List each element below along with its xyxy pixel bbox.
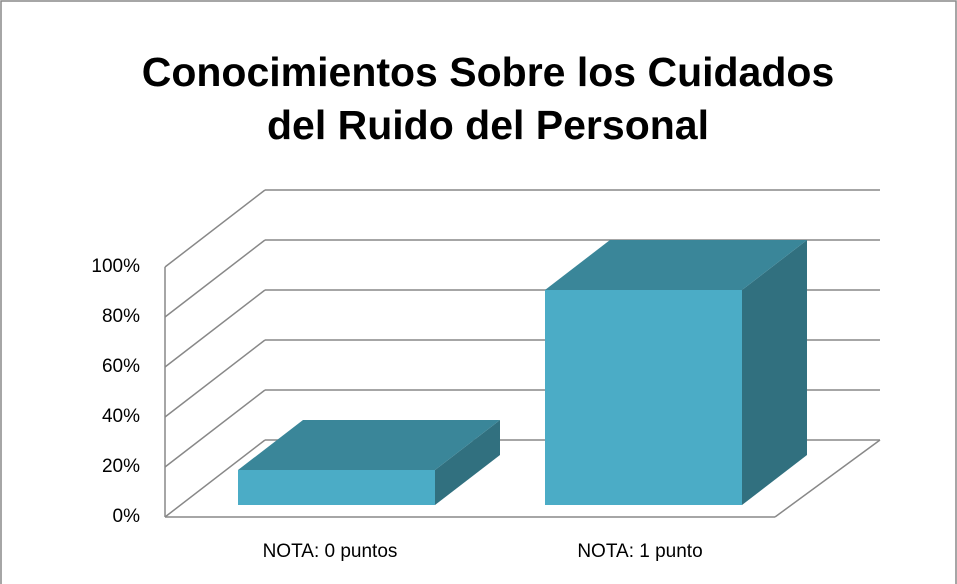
bar [238, 420, 500, 505]
bar-side [435, 420, 500, 505]
grid-line [164, 289, 266, 368]
y-tick-label: 0% [113, 506, 141, 527]
bar-top [545, 240, 807, 290]
y-tick-label: 80% [102, 306, 140, 327]
bar-front [545, 290, 742, 505]
grid-line [164, 189, 266, 268]
bar [545, 240, 807, 505]
y-tick-label: 100% [91, 256, 140, 277]
y-tick-label: 60% [102, 356, 140, 377]
grid-line [164, 239, 266, 318]
grid-line [164, 339, 266, 418]
bar-front [238, 470, 435, 505]
chart-title: Conocimientos Sobre los Cuidados del Ruid… [142, 49, 835, 148]
grid-line [164, 439, 266, 518]
floor-edge [774, 439, 881, 518]
bar-side [742, 240, 807, 505]
y-tick-label: 20% [102, 456, 140, 477]
grid-line [164, 389, 266, 468]
x-tick-label: NOTA: 1 punto [577, 541, 702, 562]
x-tick-label: NOTA: 0 puntos [263, 541, 398, 562]
bar-top [238, 420, 500, 470]
y-tick-label: 40% [102, 406, 140, 427]
